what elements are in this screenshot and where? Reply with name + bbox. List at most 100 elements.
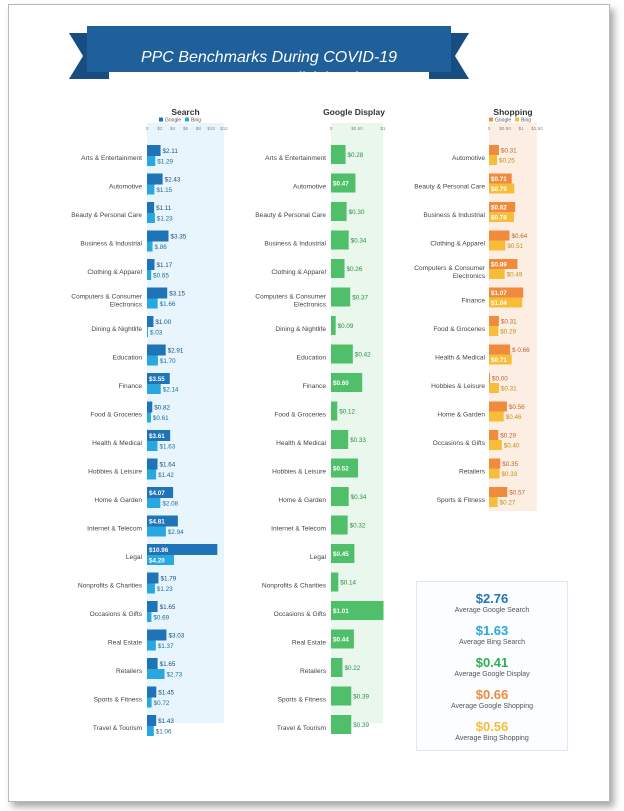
summary-item-google-shopping: $0.66 Average Google Shopping bbox=[417, 688, 567, 711]
search-bing-bar bbox=[147, 412, 151, 423]
shopping-title: Shopping bbox=[493, 107, 532, 117]
display-bar bbox=[331, 202, 347, 221]
search-bing-bar bbox=[147, 526, 166, 537]
shopping-bing-bar bbox=[489, 183, 515, 194]
shopping-bing-bar bbox=[489, 411, 504, 422]
summary-label: Average Bing Shopping bbox=[455, 735, 529, 742]
search-google-value: $1.64 bbox=[160, 461, 176, 468]
shopping-category-label: Hobbies & Leisure bbox=[431, 383, 485, 390]
search-bing-bar bbox=[147, 355, 158, 366]
search-bing-bar bbox=[147, 241, 153, 252]
search-bing-value: $1.70 bbox=[160, 358, 176, 365]
search-bing-bar bbox=[147, 213, 155, 223]
search-bing-bar bbox=[147, 469, 157, 480]
search-google-value: $4.81 bbox=[149, 518, 165, 525]
search-bing-bar bbox=[147, 327, 148, 337]
shopping-bing-bar bbox=[489, 354, 512, 365]
display-value: $0.22 bbox=[344, 665, 360, 672]
shopping-tick-label: 0 bbox=[488, 126, 491, 131]
search-bing-value: $1.23 bbox=[157, 215, 173, 222]
shopping-category-label: Sports & Fitness bbox=[437, 497, 486, 504]
summary-item-bing-search: $1.63 Average Bing Search bbox=[417, 624, 567, 647]
display-bar bbox=[331, 458, 359, 478]
search-bing-bar bbox=[147, 612, 152, 622]
shopping-category-label: Home & Garden bbox=[437, 411, 485, 418]
search-bing-bar bbox=[147, 640, 156, 651]
summary-value: $0.66 bbox=[475, 687, 509, 702]
display-category-label: Dining & Nightlife bbox=[275, 326, 326, 333]
display-bar bbox=[331, 658, 343, 677]
search-google-value: $2.11 bbox=[163, 148, 179, 155]
display-value: $0.33 bbox=[350, 437, 366, 444]
display-bar bbox=[331, 686, 352, 706]
summary-label: Average Google Display bbox=[454, 671, 530, 678]
display-value: $0.45 bbox=[333, 551, 349, 558]
shopping-google-bar bbox=[489, 259, 518, 269]
search-google-value: $3.15 bbox=[169, 290, 185, 297]
display-tick-label: 0 bbox=[330, 126, 333, 131]
search-bing-value: $1.37 bbox=[158, 643, 174, 650]
search-bing-value: $0.69 bbox=[153, 614, 169, 621]
shopping-category-label: Beauty & Personal Care bbox=[414, 183, 485, 190]
search-legend-bing: Bing bbox=[191, 118, 201, 124]
search-bing-bar bbox=[147, 184, 155, 195]
display-category-label: Electronics bbox=[294, 301, 327, 308]
search-bing-bar bbox=[147, 498, 161, 508]
search-bing-bar bbox=[147, 555, 174, 565]
search-google-bar bbox=[147, 487, 174, 498]
search-google-value: $1.00 bbox=[155, 319, 171, 326]
shopping-bing-bar bbox=[489, 468, 500, 479]
display-bar bbox=[331, 316, 336, 335]
search-legend-google: Google bbox=[165, 118, 181, 124]
search-category-label: Travel & Tourism bbox=[93, 725, 143, 732]
search-category-label: Arts & Entertainment bbox=[81, 155, 142, 162]
search-google-value: $1.45 bbox=[158, 689, 174, 696]
search-category-label: Clothing & Apparel bbox=[87, 269, 142, 276]
search-bing-value: $0.61 bbox=[153, 415, 169, 422]
display-value: $0.12 bbox=[339, 408, 355, 415]
display-bar bbox=[331, 430, 349, 449]
search-bing-bar bbox=[147, 270, 152, 280]
search-bing-value: $.86 bbox=[155, 244, 168, 251]
summary-value: $0.56 bbox=[475, 719, 509, 734]
display-category-label: Sports & Fitness bbox=[278, 696, 327, 703]
shopping-bing-value: $0.33 bbox=[502, 471, 518, 478]
display-bar bbox=[331, 601, 384, 620]
search-google-value: $1.11 bbox=[156, 205, 172, 212]
display-category-label: Food & Groceries bbox=[274, 411, 326, 418]
shopping-google-value: $0.31 bbox=[501, 318, 517, 325]
shopping-bing-value: $0.27 bbox=[500, 499, 516, 506]
display-value: $0.42 bbox=[355, 351, 371, 358]
search-bing-bar bbox=[147, 441, 158, 451]
search-category-label: Retailers bbox=[116, 668, 143, 675]
shopping-google-bar bbox=[489, 173, 512, 184]
search-google-bar bbox=[147, 572, 159, 584]
display-category-label: Business & Industrial bbox=[264, 240, 326, 247]
summary-item-bing-shopping: $0.56 Average Bing Shopping bbox=[417, 720, 567, 743]
summary-label: Average Google Shopping bbox=[451, 703, 533, 710]
banner-title: PPC Benchmarks During COVID-19 bbox=[140, 49, 398, 66]
shopping-bing-bar bbox=[489, 155, 497, 165]
shopping-google-bar bbox=[489, 316, 499, 326]
summary-box: $2.76 Average Google Search $1.63 Averag… bbox=[416, 581, 568, 751]
display-value: $0.28 bbox=[348, 152, 364, 159]
search-category-label: Legal bbox=[126, 554, 143, 561]
search-google-value: $1.65 bbox=[160, 661, 176, 668]
search-tick-label: $2 bbox=[157, 126, 163, 131]
shopping-google-value: $0.56 bbox=[509, 404, 525, 411]
shopping-category-label: Health & Medical bbox=[435, 354, 485, 361]
shopping-google-value: $0.57 bbox=[509, 489, 525, 496]
search-google-value: $4.07 bbox=[149, 490, 165, 497]
search-google-value: $3.35 bbox=[170, 233, 186, 240]
search-google-bar bbox=[147, 658, 158, 669]
shopping-bing-value: $0.79 bbox=[491, 186, 507, 193]
shopping-google-value: $0.00 bbox=[492, 375, 508, 382]
shopping-legend-bing-swatch bbox=[515, 117, 519, 122]
search-tick-label: $4 bbox=[170, 126, 176, 131]
search-category-label: Food & Groceries bbox=[90, 411, 142, 418]
search-google-value: $3.61 bbox=[149, 433, 165, 440]
display-category-label: Occasions & Gifts bbox=[274, 611, 327, 618]
display-category-label: Travel & Tourism bbox=[277, 725, 327, 732]
search-bing-bar bbox=[147, 583, 155, 594]
display-bar bbox=[331, 515, 348, 535]
